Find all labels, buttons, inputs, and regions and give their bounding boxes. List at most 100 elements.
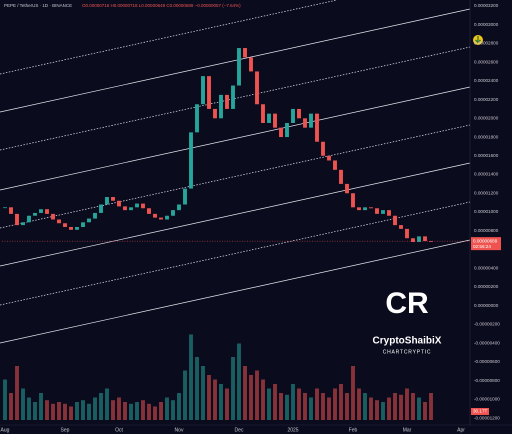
volume-bar [363, 393, 367, 420]
candle [405, 228, 409, 239]
candle [99, 204, 103, 213]
candle [381, 210, 385, 214]
volume-bar [15, 366, 19, 420]
candle [429, 241, 433, 242]
volume-bar [417, 397, 421, 420]
y-tick-label: 0.00000000 [474, 303, 499, 308]
volume-bar [63, 403, 67, 420]
channel-line [0, 124, 471, 229]
candle [273, 113, 277, 128]
candle [291, 108, 295, 123]
volume-bar [381, 402, 385, 420]
candle [327, 155, 331, 161]
logo-mark: CR [385, 287, 429, 320]
volume-bar [327, 397, 331, 420]
volume-label: 30.17T [473, 409, 487, 414]
volume-bar [75, 402, 79, 420]
volume-bar [399, 394, 403, 420]
volume-bar [351, 366, 355, 420]
candle [219, 94, 223, 119]
y-tick-label: 0.00003200 [474, 3, 499, 8]
candle [315, 113, 319, 142]
volume-bar [243, 366, 247, 420]
channel-line [0, 86, 471, 191]
logo-tagline: CHARTCRYPTIC [383, 349, 432, 355]
candle [285, 122, 289, 138]
volume-bar [237, 343, 241, 420]
candle [129, 207, 133, 211]
candle [225, 94, 229, 109]
candle [411, 238, 415, 242]
candle [111, 197, 115, 201]
candle [261, 104, 265, 123]
volume-bar [303, 393, 307, 420]
y-tick-label: 0.00000200 [474, 284, 499, 289]
candle [231, 85, 235, 109]
candle [237, 48, 241, 86]
x-tick-label: Apr [457, 427, 465, 433]
candle [375, 208, 379, 214]
candle [417, 236, 421, 242]
volume-bar [231, 357, 235, 420]
candle [249, 57, 253, 72]
candle [189, 132, 193, 189]
x-tick-label: 2025 [287, 427, 298, 433]
candle [393, 215, 397, 226]
candle [339, 169, 343, 184]
volume-bar [9, 393, 13, 420]
candle [423, 236, 427, 242]
volume-bar [21, 388, 25, 420]
volume-bar [69, 406, 73, 420]
volume-bar [183, 370, 187, 420]
candle [399, 225, 403, 229]
candle [195, 104, 199, 133]
volume-bar [375, 400, 379, 420]
volume-bar [357, 388, 361, 420]
y-tick-label: 0.00001600 [474, 153, 499, 158]
candle [165, 215, 169, 220]
candle [45, 209, 49, 214]
x-tick-label: Nov [175, 427, 184, 433]
candle [33, 212, 37, 216]
channel-lines [0, 0, 471, 344]
arrow-icon [473, 35, 483, 45]
volume-bar [111, 400, 115, 420]
volume-bar [165, 397, 169, 420]
volume-bar [255, 370, 259, 420]
y-tick-label: 0.00002000 [474, 116, 499, 121]
y-tick-label: -0.00001000 [474, 397, 500, 402]
volume-bar [81, 400, 85, 420]
candle [255, 71, 259, 105]
candle [183, 188, 187, 205]
candle [279, 127, 283, 138]
y-tick-label: -0.00000800 [474, 378, 500, 383]
candle [159, 217, 163, 220]
y-tick-label: 0.00001000 [474, 209, 499, 214]
volume-bar [207, 375, 211, 420]
candle [297, 108, 301, 119]
volume-bar [261, 379, 265, 420]
volume-bar [105, 388, 109, 420]
candle [363, 207, 367, 211]
volume-bar [267, 388, 271, 420]
logo: CR CryptoShaibiX CHARTCRYPTIC [373, 287, 442, 355]
y-tick-label: -0.00000400 [474, 340, 500, 345]
ohlc-text: O0.00000716 H0.00000718 L0.00000649 C0.0… [82, 3, 241, 8]
volume-bar [297, 388, 301, 420]
candle [39, 209, 43, 213]
candle [141, 203, 145, 209]
y-tick-label: 0.00000800 [474, 228, 499, 233]
volume-bar [51, 403, 55, 420]
y-tick-label: 0.00001400 [474, 172, 499, 177]
y-tick-label: -0.00001200 [474, 415, 500, 420]
channel-line [0, 8, 471, 113]
volume-bar [339, 384, 343, 420]
volume-bar [141, 400, 145, 420]
y-tick-label: 0.00002400 [474, 78, 499, 83]
candle [9, 207, 13, 214]
volume-bar [159, 402, 163, 420]
candle [117, 200, 121, 207]
volume-bar [393, 393, 397, 420]
candle [21, 222, 25, 226]
